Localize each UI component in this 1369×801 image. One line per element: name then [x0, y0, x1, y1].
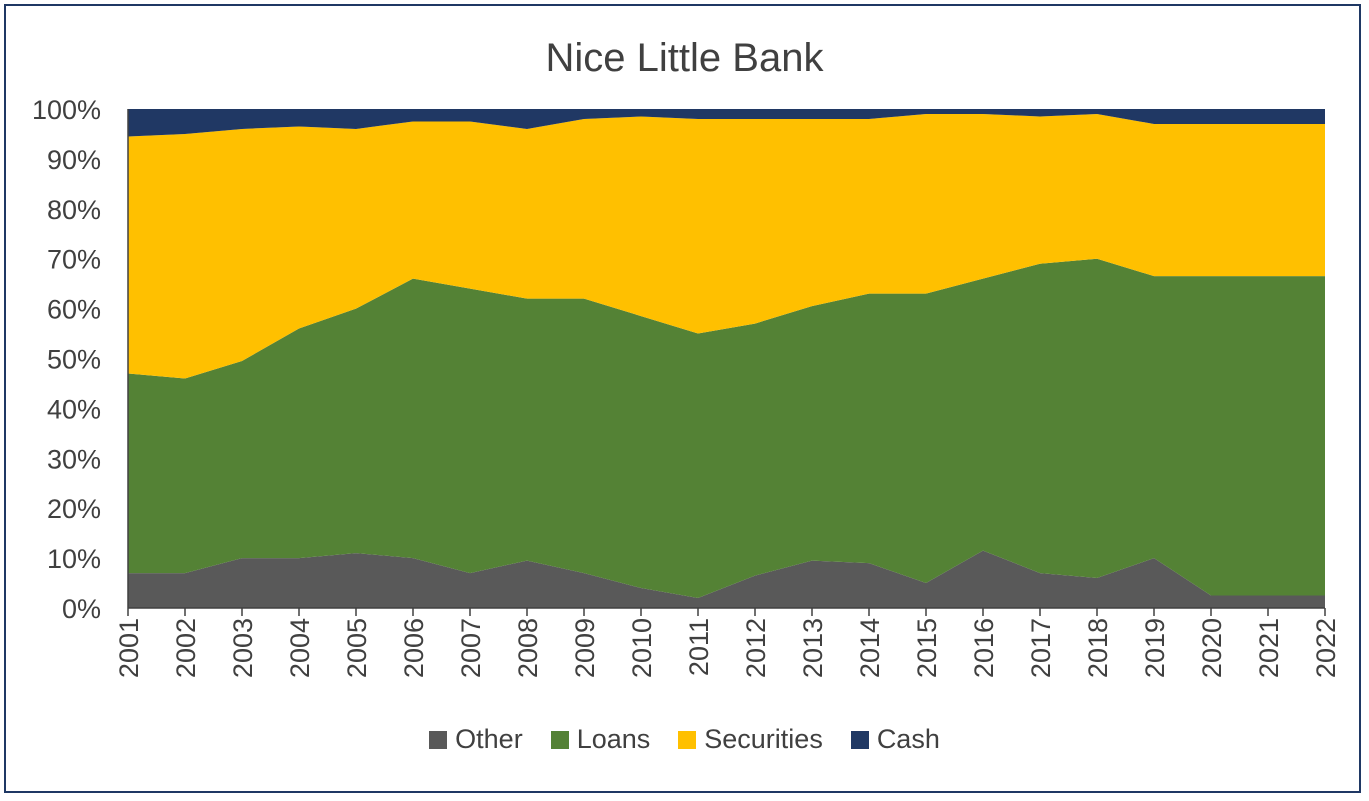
- x-tick-label: 2002: [171, 618, 201, 678]
- y-tick-label: 30%: [47, 444, 101, 474]
- x-tick-label: 2012: [741, 618, 771, 678]
- x-tick-label: 2013: [798, 618, 828, 678]
- chart-title: Nice Little Bank: [545, 36, 824, 80]
- x-tick-label: 2009: [570, 618, 600, 678]
- y-tick-label: 100%: [32, 95, 101, 125]
- y-tick-label: 90%: [47, 145, 101, 175]
- axes: [127, 109, 1326, 616]
- legend-item-other: Other: [429, 724, 523, 755]
- x-tick-labels: 2001 2002 2003 2004 2005 2006 2007 2008 2009 2010…: [114, 618, 1341, 678]
- x-tick-label: 2004: [285, 618, 315, 678]
- area-cash: [128, 109, 1325, 137]
- x-tick-label: 2019: [1140, 618, 1170, 678]
- legend-item-loans: Loans: [550, 724, 651, 755]
- legend-item-cash: Cash: [850, 724, 940, 755]
- legend-swatch: [678, 730, 697, 749]
- x-tick-label: 2010: [627, 618, 657, 678]
- x-tick-label: 2022: [1311, 618, 1341, 678]
- legend-label: Other: [455, 724, 523, 754]
- x-tick-label: 2014: [855, 618, 885, 678]
- area-loans: [128, 258, 1325, 599]
- x-tick-label: 2017: [1026, 618, 1056, 678]
- x-tick-label: 2018: [1083, 618, 1113, 678]
- y-tick-label: 0%: [62, 594, 101, 624]
- y-tick-label: 40%: [47, 394, 101, 424]
- y-tick-labels: 0% 10% 20% 30% 40% 50% 60% 70% 80% 90% 100%: [32, 95, 101, 624]
- legend-label: Loans: [576, 724, 651, 754]
- x-tick-label: 2005: [342, 618, 372, 678]
- area-other: [128, 550, 1325, 608]
- y-tick-label: 10%: [47, 544, 101, 574]
- y-tick-label: 60%: [47, 295, 101, 325]
- legend-swatch: [550, 730, 569, 749]
- y-tick-label: 70%: [47, 245, 101, 275]
- legend-label: Cash: [876, 724, 940, 754]
- legend-swatch: [850, 730, 869, 749]
- x-tick-label: 2008: [513, 618, 543, 678]
- x-tick-label: 2015: [912, 618, 942, 678]
- legend-swatch: [429, 730, 448, 749]
- series-areas: [128, 109, 1325, 608]
- x-tick-label: 2006: [399, 618, 429, 678]
- y-tick-label: 50%: [47, 345, 101, 375]
- y-tick-label: 80%: [47, 195, 101, 225]
- x-tick-label: 2020: [1197, 618, 1227, 678]
- x-tick-label: 2007: [456, 618, 486, 678]
- x-tick-label: 2021: [1254, 618, 1284, 678]
- x-tick-label: 2011: [684, 618, 714, 676]
- area-securities: [128, 113, 1325, 379]
- x-tick-label: 2001: [114, 618, 144, 678]
- y-tick-label: 20%: [47, 494, 101, 524]
- legend-item-securities: Securities: [678, 724, 823, 755]
- legend: Other Loans Securities Cash: [0, 724, 1369, 755]
- x-tick-label: 2003: [228, 618, 258, 678]
- legend-label: Securities: [704, 724, 823, 754]
- x-tick-label: 2016: [969, 618, 999, 678]
